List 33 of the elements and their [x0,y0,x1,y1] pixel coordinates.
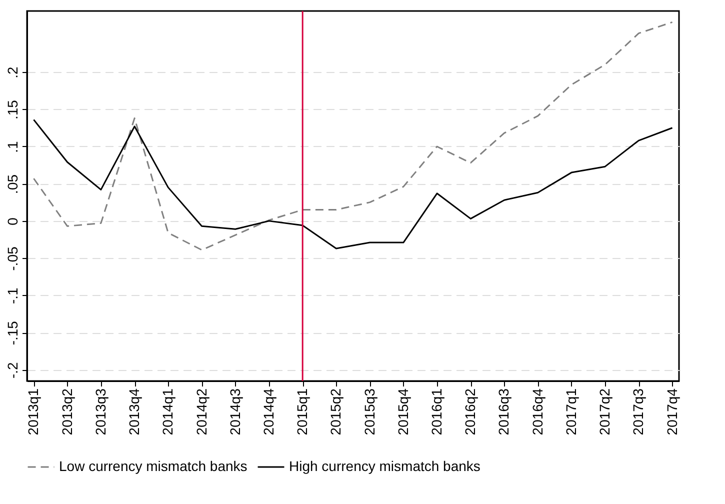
x-tick-label: 2014q1 [160,388,176,436]
x-tick-label: 2015q3 [361,388,378,436]
x-tick-label: 2014q2 [193,388,210,436]
x-tick-label: 2017q4 [664,388,680,436]
legend-label: Low currency mismatch banks [59,458,248,474]
y-tick-label: -.05 [4,246,20,271]
x-tick-label: 2015q2 [328,388,344,436]
x-tick-label: 2015q4 [394,388,411,436]
legend-label: High currency mismatch banks [289,458,480,474]
x-tick-label: 2014q4 [260,388,276,436]
line-series [32,21,674,251]
x-tick-label: 2013q3 [92,388,108,436]
x-tick-label: 2013q2 [58,388,75,436]
x-tick-label: 2017q2 [596,388,613,436]
y-tick-label: .2 [4,66,20,78]
y-tick-label: -.2 [4,362,20,379]
x-tick-label: 2013q4 [126,388,142,436]
x-tick-label: 2017q3 [630,388,646,436]
x-tick-label: 2014q3 [226,388,243,436]
y-tick-label: 0 [4,217,20,226]
y-tick-label: -.15 [4,320,20,346]
y-tick-label: .1 [4,140,20,153]
x-tick-label: 2016q4 [529,388,546,436]
x-tick-label: 2013q1 [25,388,42,436]
line-series [32,118,674,250]
x-tick-label: 2017q1 [562,388,579,436]
x-tick-label: 2016q3 [496,388,512,436]
y-tick-label: -.1 [4,288,20,304]
y-tick-label: .05 [4,174,20,194]
y-tick-label: .15 [4,100,20,120]
x-tick-label: 2016q1 [428,388,445,436]
x-tick-label: 2015q1 [294,388,310,436]
x-tick-label: 2016q2 [462,388,478,436]
